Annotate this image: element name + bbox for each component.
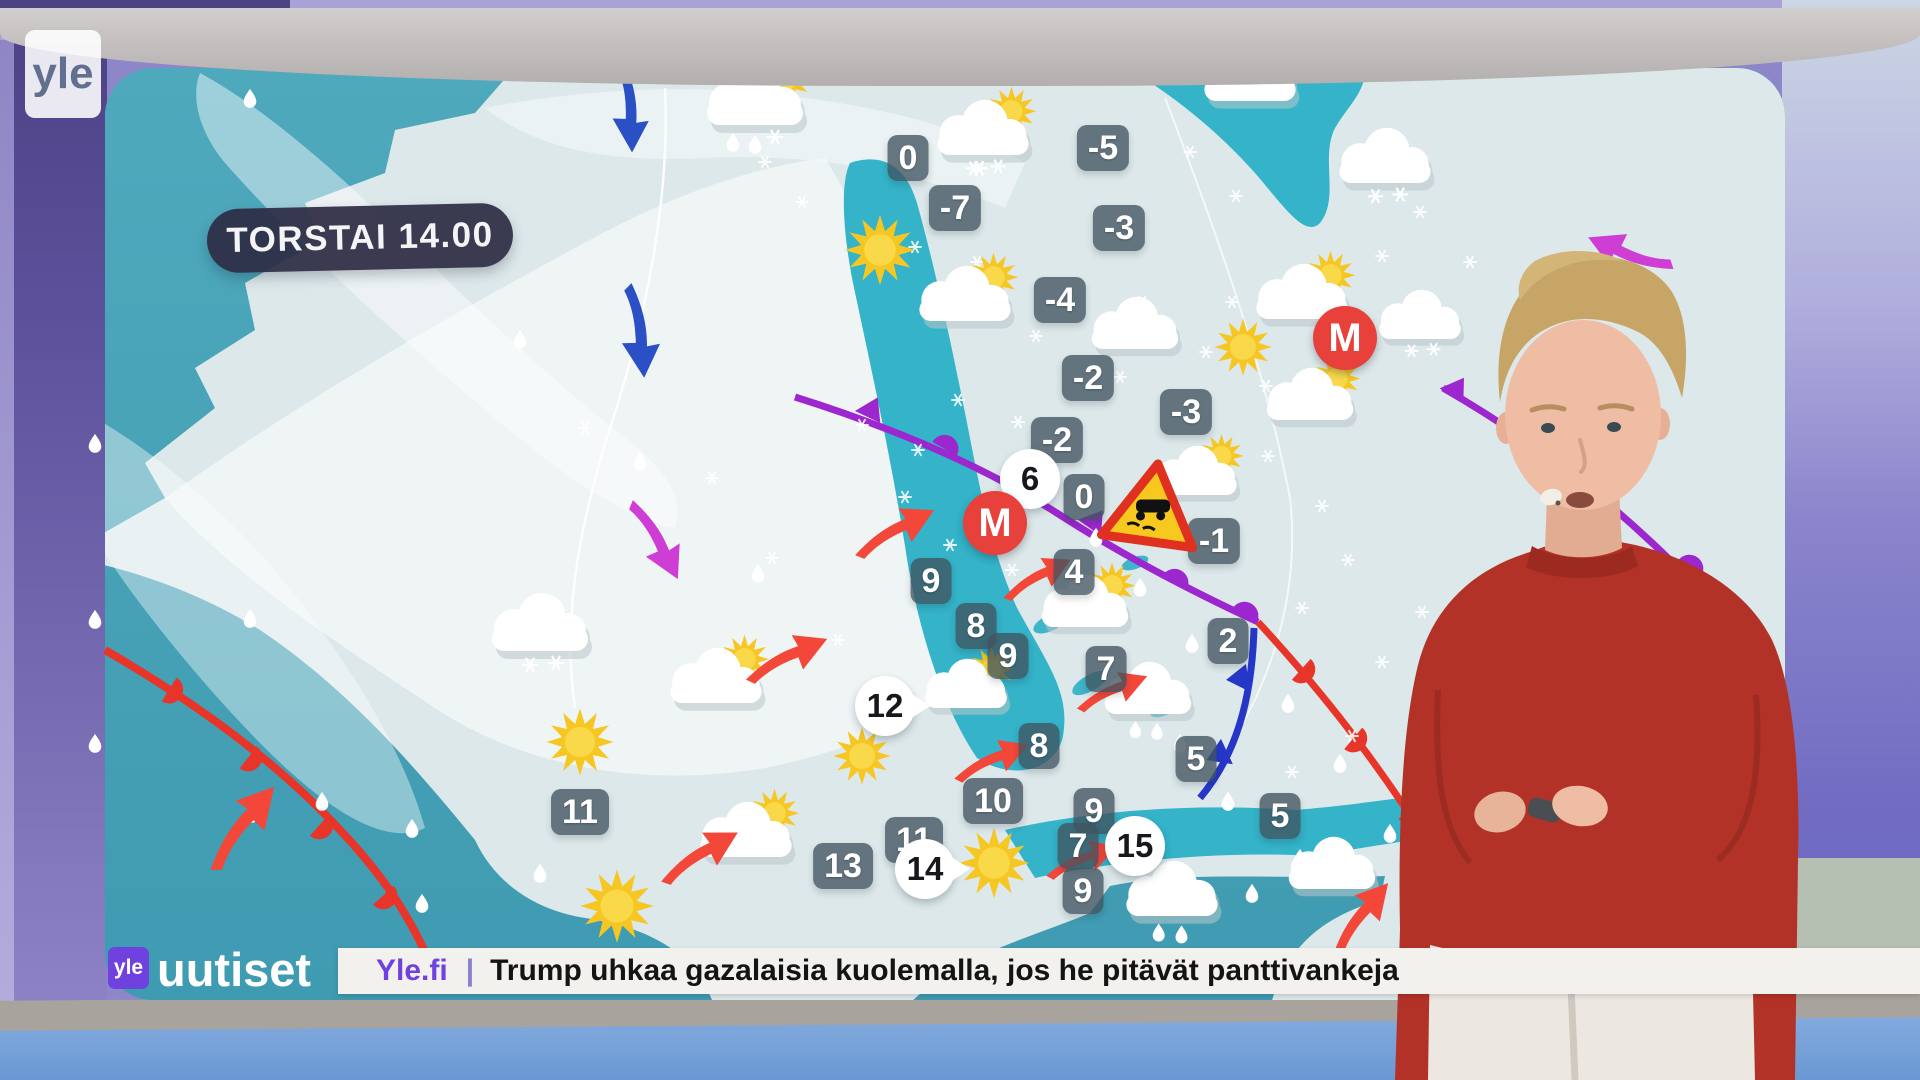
yle-logo: yle	[25, 30, 101, 118]
studio-wall-left-edge	[0, 0, 14, 1080]
gulf-of-riga	[1483, 915, 1587, 965]
studio-wall-left	[0, 0, 107, 1080]
rain-band-northwest	[196, 73, 678, 528]
norway-sweden-border	[569, 87, 668, 709]
white-sea	[1127, 68, 1366, 227]
forecast-time-label: TORSTAI 14.00	[206, 202, 514, 274]
studio-tile-sage	[1782, 858, 1920, 950]
screen-top-bezel	[0, 8, 1920, 86]
